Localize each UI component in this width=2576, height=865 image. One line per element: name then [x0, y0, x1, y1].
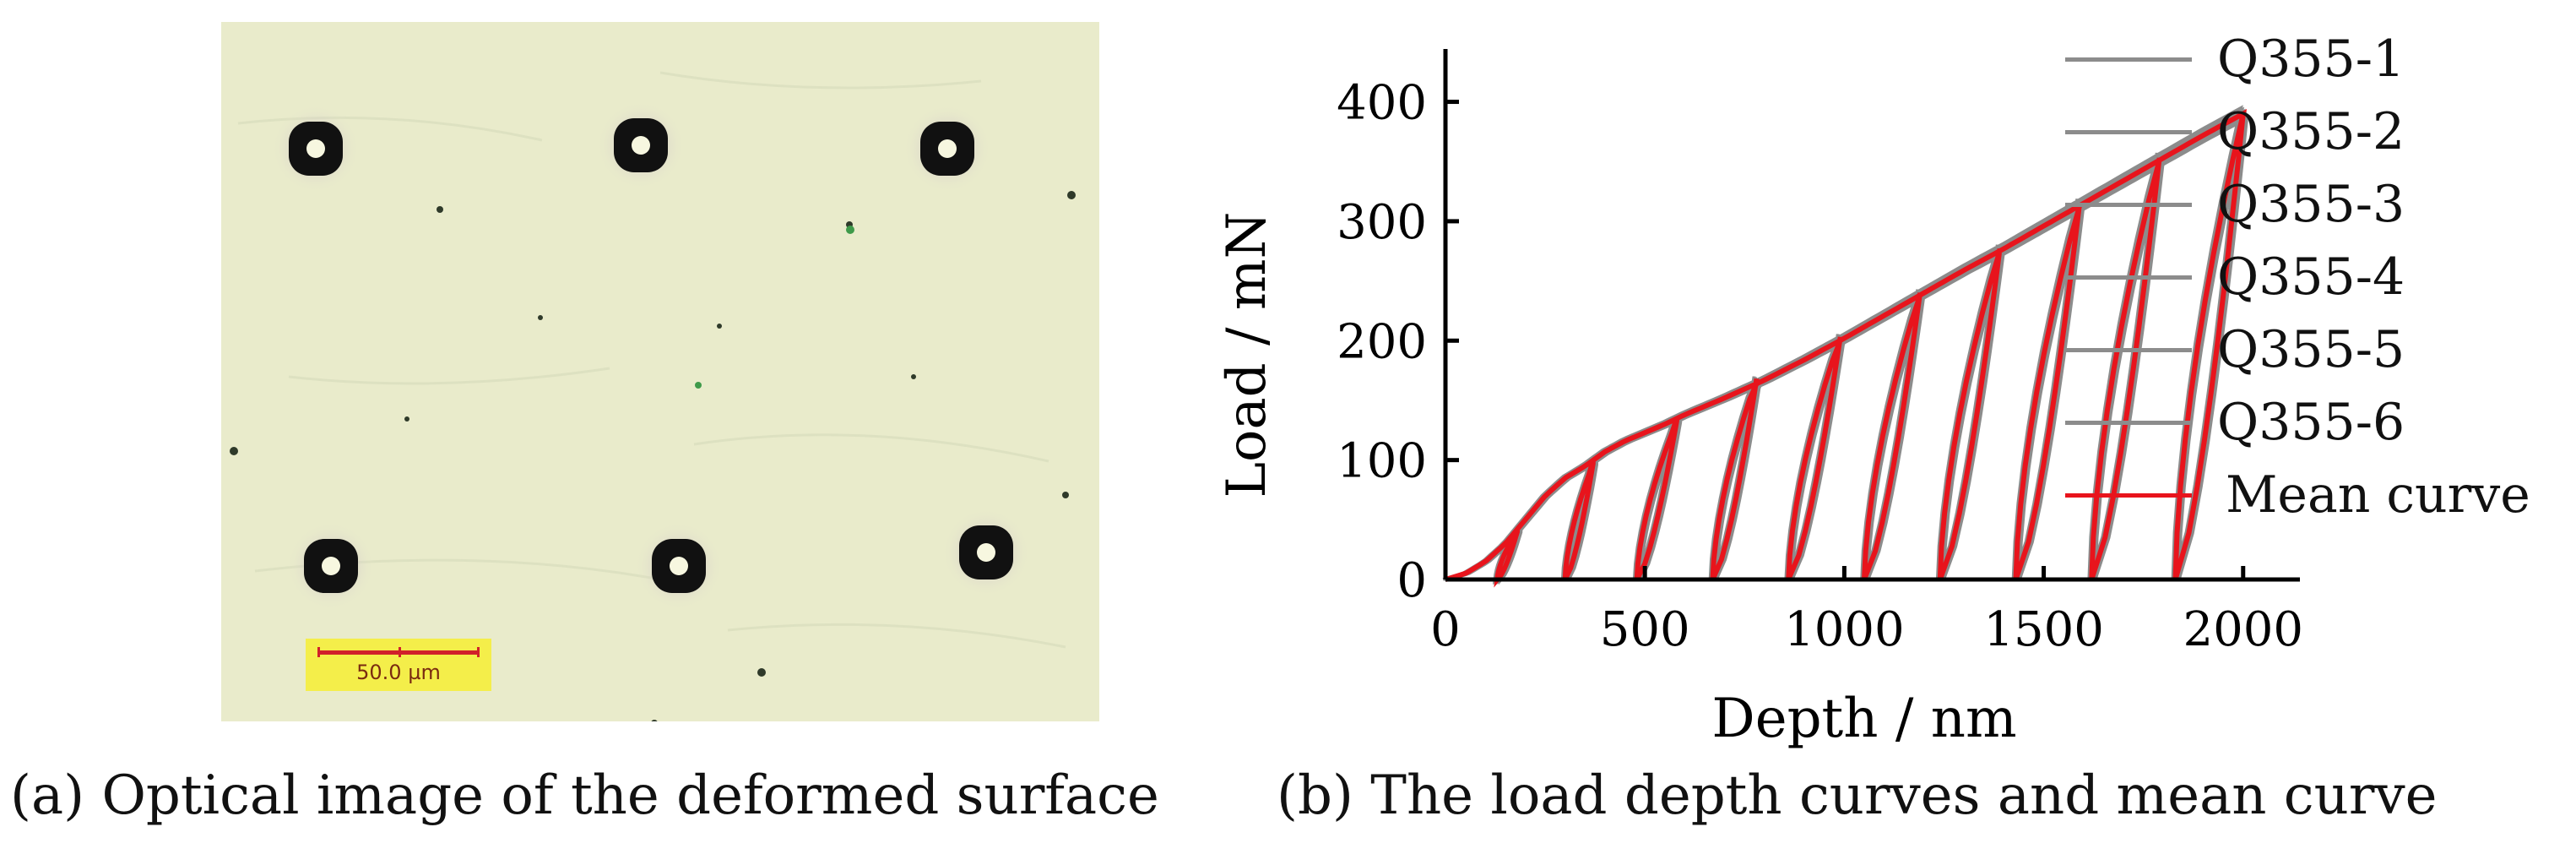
y-tick-label: 100	[1337, 434, 1427, 489]
legend-label: Mean curve	[2226, 465, 2530, 525]
legend-label: Q355-3	[2217, 175, 2405, 234]
legend-label: Q355-4	[2217, 248, 2405, 307]
legend-line	[2065, 57, 2192, 62]
y-tick-label: 200	[1337, 314, 1427, 369]
x-tick-label: 1500	[1983, 602, 2104, 657]
chart-axes: 0 100 200 300 400 0 500 1000 1500 2000	[1337, 49, 2303, 657]
legend-label: Q355-2	[2217, 102, 2405, 161]
x-tick-label: 0	[1430, 602, 1461, 657]
legend-line	[2065, 275, 2192, 280]
series-line-mean-curve	[1445, 108, 2248, 588]
optical-image: 50.0 µm	[221, 22, 1099, 721]
micrograph-drawing	[221, 22, 1099, 721]
y-tick-label: 0	[1396, 553, 1427, 608]
caption-panel-a: (a) Optical image of the deformed surfac…	[10, 764, 1159, 827]
y-axis-label: Load / mN	[1216, 211, 1278, 498]
legend-label: Q355-5	[2217, 320, 2405, 379]
x-tick-label: 500	[1600, 602, 1690, 657]
caption-panel-b: (b) The load depth curves and mean curve	[1277, 764, 2438, 827]
y-tick-label: 400	[1337, 76, 1427, 131]
indent-marks	[272, 101, 1030, 610]
legend-line	[2065, 130, 2192, 134]
legend-line	[2065, 421, 2192, 425]
legend-line	[2065, 348, 2192, 352]
x-tick-label: 1000	[1784, 602, 1905, 657]
y-tick-label: 300	[1337, 195, 1427, 250]
legend-line	[2065, 203, 2192, 207]
legend-label: Q355-6	[2217, 393, 2405, 452]
scale-bar: 50.0 µm	[306, 639, 491, 691]
x-tick-label: 2000	[2183, 602, 2304, 657]
legend-label: Q355-1	[2217, 30, 2405, 89]
legend-line	[2065, 493, 2192, 498]
x-axis-label: Depth / nm	[1711, 688, 2016, 750]
plot-marks	[1442, 105, 2249, 588]
scale-bar-label: 50.0 µm	[356, 661, 441, 684]
